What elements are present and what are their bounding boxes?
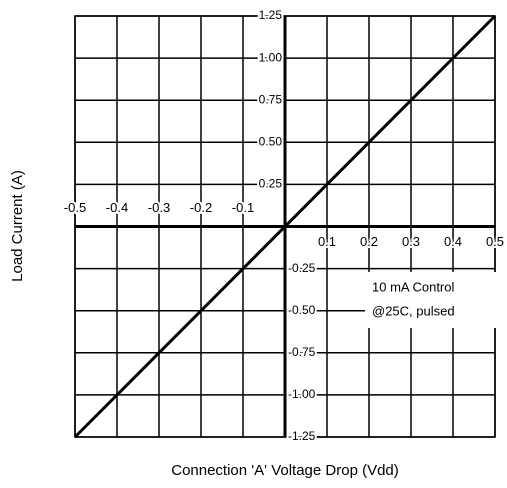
y-tick-label: -0.50 — [288, 303, 316, 317]
annotation: 10 mA Control — [372, 279, 454, 294]
y-tick-label: 1.00 — [259, 50, 283, 64]
x-axis-label: Connection 'A' Voltage Drop (Vdd) — [171, 462, 399, 479]
x-tick-label: 0.4 — [444, 234, 462, 249]
x-tick-label: -0.4 — [106, 200, 128, 215]
x-tick-label: 0.3 — [402, 234, 420, 249]
y-tick-label: -0.75 — [288, 345, 316, 359]
y-tick-label: 0.50 — [259, 134, 283, 148]
x-tick-label: 0.1 — [318, 234, 336, 249]
x-tick-label: 0.5 — [486, 234, 504, 249]
x-tick-label: -0.1 — [232, 200, 254, 215]
x-tick-label: -0.3 — [148, 200, 170, 215]
y-tick-label: 1.25 — [259, 8, 283, 22]
y-tick-label: -1.00 — [288, 387, 316, 401]
x-tick-label: -0.5 — [64, 200, 86, 215]
line — [73, 14, 497, 439]
x-tick-label: 0.2 — [360, 234, 378, 249]
x-tick-label: -0.2 — [190, 200, 212, 215]
y-tick-label: -0.25 — [288, 261, 316, 275]
y-tick-label: 0.25 — [259, 177, 283, 191]
annotation-box — [365, 272, 496, 328]
annotation: @25C, pulsed — [372, 303, 455, 318]
y-tick-label: -1.25 — [288, 429, 316, 443]
y-axis-label: Load Current (A) — [9, 170, 26, 282]
y-tick-label: 0.75 — [259, 92, 283, 106]
